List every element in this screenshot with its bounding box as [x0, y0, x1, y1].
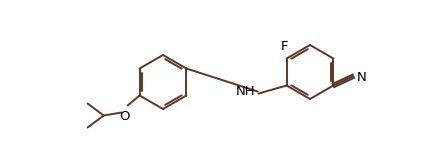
Text: NH: NH	[236, 85, 256, 98]
Text: F: F	[281, 41, 288, 54]
Text: O: O	[119, 110, 130, 124]
Text: N: N	[356, 71, 366, 84]
